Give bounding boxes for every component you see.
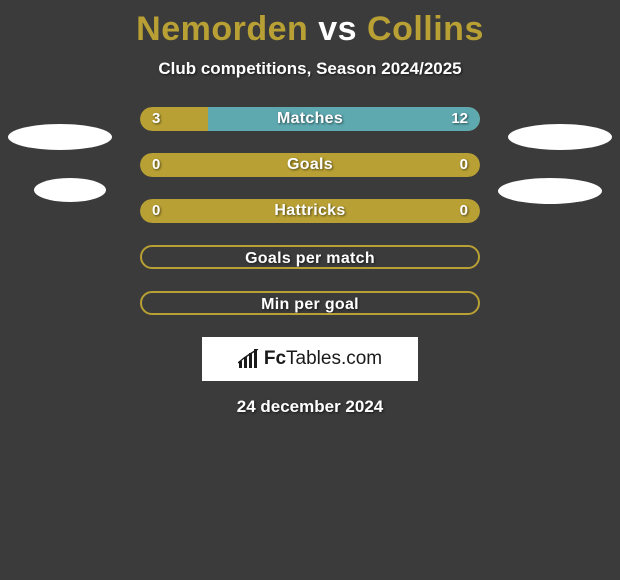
player2-name: Collins (367, 10, 484, 48)
stat-label: Matches (140, 107, 480, 131)
stat-label: Hattricks (140, 199, 480, 223)
comparison-title: Nemorden vs Collins (0, 0, 620, 49)
logo-part-com: .com (341, 348, 382, 369)
bar-chart-icon (238, 349, 260, 369)
player1-name: Nemorden (136, 10, 308, 48)
stat-value-right: 12 (451, 107, 468, 131)
stat-value-left: 3 (152, 107, 160, 131)
snapshot-date: 24 december 2024 (0, 397, 620, 417)
stat-row: Min per goal (140, 291, 480, 315)
stat-row: Hattricks0 0 (140, 199, 480, 223)
decorative-ellipse (34, 178, 106, 202)
stat-row: Goals0 0 (140, 153, 480, 177)
stat-rows-container: Matches312Goals00Hattricks00Goals per ma… (140, 107, 480, 315)
stat-value-right: 0 (460, 199, 468, 223)
competition-subtitle: Club competitions, Season 2024/2025 (0, 59, 620, 79)
stat-value-left: 0 (152, 199, 160, 223)
stat-label: Goals (140, 153, 480, 177)
stat-value-right: 0 (460, 153, 468, 177)
source-logo: FcTables.com (202, 337, 418, 381)
decorative-ellipse (8, 124, 112, 150)
logo-part-tables: Tables (286, 348, 341, 369)
logo-part-fc: Fc (264, 348, 286, 369)
source-logo-text: FcTables.com (238, 348, 382, 370)
stat-value-left: 0 (152, 153, 160, 177)
decorative-ellipse (498, 178, 602, 204)
vs-text: vs (318, 10, 357, 48)
stat-row: Matches3 12 (140, 107, 480, 131)
decorative-ellipse (508, 124, 612, 150)
stat-label: Goals per match (142, 247, 478, 267)
stat-label: Min per goal (142, 293, 478, 313)
stat-row: Goals per match (140, 245, 480, 269)
